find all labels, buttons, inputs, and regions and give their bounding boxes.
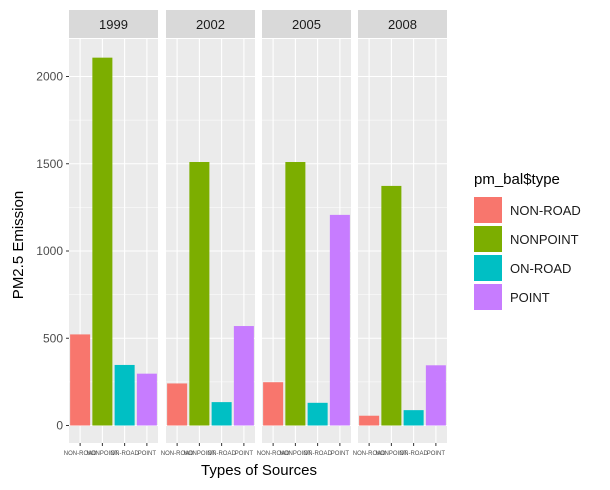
legend-title: pm_bal$type — [474, 171, 560, 188]
y-axis-title: PM2.5 Emission — [10, 191, 27, 299]
legend-key-on-road — [474, 255, 502, 281]
y-tick-label-1000: 1000 — [36, 244, 63, 258]
bar-on-road-2008 — [403, 410, 424, 426]
bar-nonpoint-2005 — [285, 162, 306, 426]
facet-strip — [166, 10, 255, 38]
facet-panels: 1999NON-ROADNONPOINTON-ROADPOINT2002NON-… — [64, 10, 447, 457]
facet-strip — [358, 10, 447, 38]
x-tick-label-nonpoint: NONPOINT — [376, 451, 408, 457]
x-tick-label-non-road: NON-ROAD — [64, 451, 97, 457]
bar-point-2008 — [425, 365, 446, 426]
legend-label-on-road: ON-ROAD — [510, 261, 571, 276]
facet-strip — [262, 10, 351, 38]
legend-key-point — [474, 284, 502, 310]
x-tick-label-non-road: NON-ROAD — [257, 451, 290, 457]
x-tick-label-non-road: NON-ROAD — [161, 451, 194, 457]
legend-label-nonpoint: NONPOINT — [510, 232, 579, 247]
bar-nonpoint-2002 — [189, 162, 210, 426]
y-tick-label-0: 0 — [56, 419, 63, 433]
facet-strip-label: 2008 — [388, 17, 417, 32]
x-tick-label-on-road: ON-ROAD — [303, 451, 332, 457]
x-axis-title: Types of Sources — [201, 462, 317, 479]
facet-strip-label: 2005 — [292, 17, 321, 32]
x-tick-label-on-road: ON-ROAD — [110, 451, 139, 457]
bar-on-road-1999 — [114, 364, 135, 426]
x-tick-label-on-road: ON-ROAD — [207, 451, 236, 457]
x-tick-label-point: POINT — [331, 451, 350, 457]
x-tick-label-on-road: ON-ROAD — [399, 451, 428, 457]
bar-non-road-2002 — [167, 383, 188, 426]
bar-point-1999 — [136, 373, 157, 426]
y-tick-label-1500: 1500 — [36, 157, 63, 171]
y-tick-label-500: 500 — [43, 331, 63, 345]
legend-label-non-road: NON-ROAD — [510, 203, 581, 218]
bar-on-road-2005 — [307, 402, 328, 426]
y-tick-label-2000: 2000 — [36, 70, 63, 84]
x-tick-label-nonpoint: NONPOINT — [184, 451, 216, 457]
x-tick-label-nonpoint: NONPOINT — [280, 451, 312, 457]
x-tick-label-point: POINT — [427, 451, 446, 457]
facet-strip — [69, 10, 158, 38]
bar-nonpoint-2008 — [381, 185, 402, 426]
x-tick-label-point: POINT — [138, 451, 157, 457]
facet-strip-label: 1999 — [99, 17, 128, 32]
y-axis: 0 500 1000 1500 2000 — [36, 70, 69, 433]
bar-point-2005 — [329, 214, 350, 426]
bar-nonpoint-1999 — [92, 57, 113, 426]
bar-non-road-1999 — [70, 334, 91, 426]
legend-key-nonpoint — [474, 226, 502, 252]
legend: pm_bal$type NON-ROAD NONPOINT ON-ROAD POINT — [474, 171, 581, 310]
bar-non-road-2005 — [263, 382, 284, 426]
bar-on-road-2002 — [211, 402, 232, 426]
legend-label-point: POINT — [510, 290, 550, 305]
x-tick-label-nonpoint: NONPOINT — [87, 451, 119, 457]
legend-key-non-road — [474, 197, 502, 223]
x-tick-label-non-road: NON-ROAD — [353, 451, 386, 457]
facet-strip-label: 2002 — [196, 17, 225, 32]
bar-point-2002 — [233, 326, 254, 426]
bar-non-road-2008 — [359, 415, 380, 426]
x-tick-label-point: POINT — [235, 451, 254, 457]
